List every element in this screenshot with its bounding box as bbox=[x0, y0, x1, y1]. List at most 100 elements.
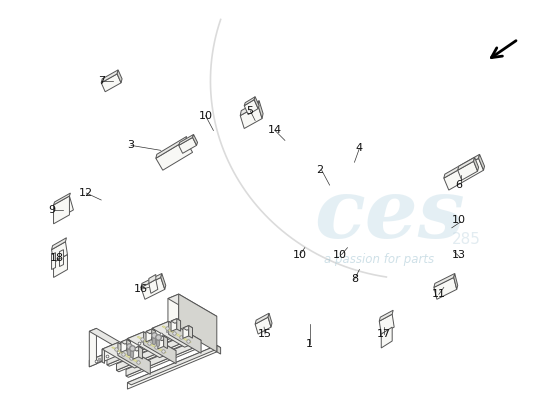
Polygon shape bbox=[146, 329, 156, 334]
Polygon shape bbox=[89, 328, 132, 352]
Text: 2: 2 bbox=[316, 165, 323, 175]
Polygon shape bbox=[454, 274, 458, 289]
Text: 10: 10 bbox=[452, 215, 466, 225]
Polygon shape bbox=[192, 134, 197, 145]
Text: 10: 10 bbox=[293, 250, 307, 260]
Polygon shape bbox=[379, 314, 394, 334]
Polygon shape bbox=[102, 349, 104, 364]
Polygon shape bbox=[444, 154, 480, 178]
Polygon shape bbox=[117, 70, 122, 83]
Polygon shape bbox=[149, 274, 156, 284]
Polygon shape bbox=[254, 97, 259, 109]
Polygon shape bbox=[458, 157, 475, 170]
Polygon shape bbox=[141, 278, 165, 299]
Polygon shape bbox=[240, 106, 262, 128]
Text: 13: 13 bbox=[452, 250, 466, 260]
Polygon shape bbox=[53, 196, 69, 224]
Polygon shape bbox=[101, 70, 118, 83]
Polygon shape bbox=[164, 336, 167, 349]
Polygon shape bbox=[126, 341, 194, 376]
Polygon shape bbox=[175, 325, 181, 334]
Text: 5: 5 bbox=[246, 106, 254, 116]
Polygon shape bbox=[162, 326, 191, 343]
Polygon shape bbox=[381, 327, 392, 348]
Polygon shape bbox=[268, 313, 272, 327]
Polygon shape bbox=[168, 294, 217, 321]
Polygon shape bbox=[168, 294, 179, 334]
Polygon shape bbox=[169, 322, 201, 353]
Text: 16: 16 bbox=[134, 284, 148, 294]
Text: 15: 15 bbox=[258, 329, 272, 339]
Polygon shape bbox=[244, 97, 255, 106]
Text: 14: 14 bbox=[268, 126, 282, 136]
Polygon shape bbox=[137, 336, 166, 353]
Text: 3: 3 bbox=[128, 140, 135, 150]
Polygon shape bbox=[146, 329, 152, 342]
Polygon shape bbox=[53, 255, 68, 278]
Text: 11: 11 bbox=[432, 289, 446, 299]
Polygon shape bbox=[156, 136, 186, 158]
Polygon shape bbox=[217, 345, 221, 354]
Text: 17: 17 bbox=[377, 329, 391, 339]
Polygon shape bbox=[139, 346, 142, 359]
Text: 285: 285 bbox=[452, 232, 481, 247]
Polygon shape bbox=[128, 345, 217, 389]
Text: ces: ces bbox=[314, 175, 465, 255]
Text: 18: 18 bbox=[50, 252, 64, 262]
Polygon shape bbox=[152, 322, 169, 341]
Polygon shape bbox=[107, 330, 175, 365]
Polygon shape bbox=[107, 336, 177, 366]
Text: 10: 10 bbox=[333, 250, 346, 260]
Text: a passion for parts: a passion for parts bbox=[324, 253, 434, 266]
Polygon shape bbox=[52, 238, 67, 250]
Polygon shape bbox=[102, 342, 150, 368]
Polygon shape bbox=[255, 317, 271, 334]
Polygon shape bbox=[126, 348, 196, 377]
Polygon shape bbox=[171, 319, 177, 331]
Text: 10: 10 bbox=[199, 110, 212, 120]
Text: 8: 8 bbox=[351, 274, 358, 284]
Polygon shape bbox=[52, 242, 68, 262]
Polygon shape bbox=[127, 339, 130, 353]
Polygon shape bbox=[179, 138, 196, 153]
Polygon shape bbox=[478, 154, 485, 170]
Polygon shape bbox=[117, 342, 187, 372]
Polygon shape bbox=[434, 278, 456, 299]
Polygon shape bbox=[53, 193, 70, 205]
Polygon shape bbox=[118, 342, 150, 374]
Polygon shape bbox=[89, 328, 96, 367]
Text: 4: 4 bbox=[356, 143, 363, 153]
Polygon shape bbox=[53, 196, 73, 219]
Polygon shape bbox=[379, 310, 393, 321]
Polygon shape bbox=[474, 157, 478, 171]
Polygon shape bbox=[89, 325, 175, 367]
Polygon shape bbox=[183, 326, 189, 338]
Polygon shape bbox=[244, 100, 258, 114]
Polygon shape bbox=[255, 313, 269, 324]
Polygon shape bbox=[133, 346, 142, 351]
Polygon shape bbox=[156, 140, 192, 170]
Polygon shape bbox=[177, 319, 180, 331]
Polygon shape bbox=[89, 325, 181, 364]
Text: 12: 12 bbox=[79, 188, 94, 198]
Text: 1: 1 bbox=[306, 339, 313, 349]
Polygon shape bbox=[149, 280, 158, 293]
Polygon shape bbox=[117, 336, 184, 370]
Polygon shape bbox=[152, 328, 155, 342]
Polygon shape bbox=[183, 326, 192, 330]
Polygon shape bbox=[444, 158, 483, 190]
Polygon shape bbox=[128, 345, 221, 385]
Polygon shape bbox=[101, 74, 121, 92]
Polygon shape bbox=[127, 332, 176, 358]
Polygon shape bbox=[240, 101, 259, 116]
Polygon shape bbox=[133, 346, 139, 359]
Polygon shape bbox=[179, 134, 194, 145]
Polygon shape bbox=[121, 340, 126, 352]
Polygon shape bbox=[59, 250, 63, 266]
Polygon shape bbox=[152, 329, 156, 342]
Polygon shape bbox=[141, 274, 162, 287]
Text: 9: 9 bbox=[48, 205, 55, 215]
Polygon shape bbox=[127, 332, 144, 352]
Polygon shape bbox=[158, 336, 167, 341]
Polygon shape bbox=[189, 326, 192, 338]
